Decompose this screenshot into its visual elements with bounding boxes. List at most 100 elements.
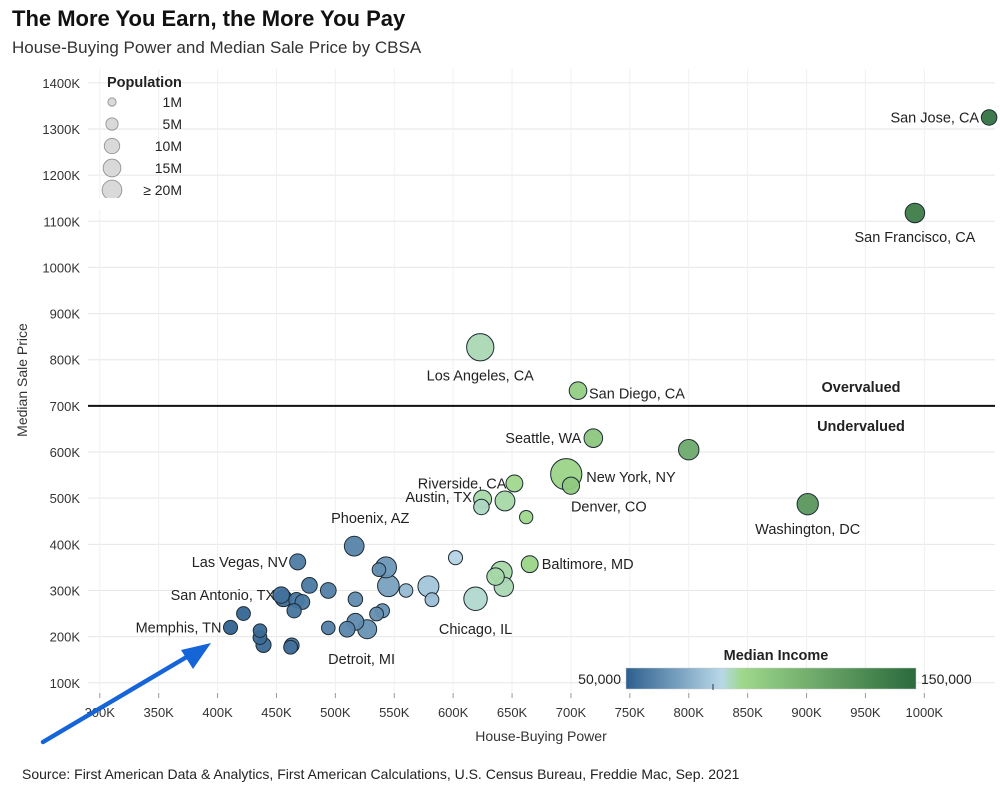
data-point [398, 583, 414, 598]
data-point [561, 476, 581, 495]
point-label: Detroit, MI [328, 652, 395, 668]
point-label: Las Vegas, NV [192, 555, 288, 571]
x-tick-label: 1000K [906, 705, 944, 720]
size-legend: Population 1M 5M 10M 15M ≥ 20M [90, 75, 182, 210]
data-point [424, 592, 440, 608]
size-legend-circle [101, 179, 123, 201]
size-legend-label: 15M [155, 160, 182, 176]
data-point [447, 550, 464, 566]
color-legend-min: 50,000 [578, 671, 621, 687]
point-label: Seattle, WA [505, 431, 581, 447]
data-point [252, 623, 268, 638]
data-point [678, 439, 700, 461]
y-tick-label: 200K [50, 630, 81, 645]
point-label: Baltimore, MD [542, 557, 634, 573]
color-legend: Median Income 50,000 150,000 [578, 648, 972, 690]
point-label: San Jose, CA [890, 110, 979, 126]
y-tick-label: 1300K [42, 122, 80, 137]
chart-title: The More You Earn, the More You Pay [12, 6, 406, 31]
point-label: Phoenix, AZ [331, 511, 409, 527]
x-tick-label: 800K [674, 705, 705, 720]
size-legend-label: 10M [155, 138, 182, 154]
data-point [519, 509, 534, 525]
data-point [321, 620, 336, 636]
arrow-head [181, 643, 211, 669]
point-label: Los Angeles, CA [427, 368, 535, 384]
y-tick-label: 300K [50, 583, 81, 598]
data-point [583, 428, 604, 448]
x-tick-label: 500K [320, 705, 351, 720]
data-point [319, 582, 337, 599]
point-label: Chicago, IL [439, 622, 512, 638]
x-tick-label: 900K [791, 705, 822, 720]
x-tick-label: 650K [497, 705, 528, 720]
y-tick-label: 100K [50, 676, 81, 691]
size-legend-circle [105, 117, 119, 131]
point-label: Washington, DC [755, 522, 860, 538]
point-labels: San Jose, CA San Francisco, CA Los Angeles… [136, 110, 980, 668]
y-tick-label: 600K [50, 445, 81, 460]
reference-line: Overvalued Undervalued [88, 380, 995, 435]
x-tick-label: 450K [261, 705, 292, 720]
overvalued-label: Overvalued [822, 380, 901, 396]
y-tick-label: 900K [50, 307, 81, 322]
y-tick-label: 1000K [42, 260, 80, 275]
size-legend-label: 1M [163, 94, 182, 110]
data-point [369, 606, 384, 622]
data-point [371, 562, 387, 577]
data-point [283, 639, 299, 655]
point-label: San Diego, CA [589, 387, 685, 403]
y-tick-label: 700K [50, 399, 81, 414]
x-tick-label: 400K [202, 705, 233, 720]
axes: 100K 200K 300K 400K 500K 600K 700K 800K 900K 1000… [14, 76, 943, 744]
data-point [338, 620, 356, 638]
x-tick-label: 300K [85, 705, 116, 720]
point-label: Denver, CO [571, 500, 647, 516]
y-tick-label: 400K [50, 537, 81, 552]
y-tick-label: 1100K [43, 214, 80, 229]
size-legend-circle [102, 158, 122, 178]
data-point [466, 333, 495, 362]
data-point [904, 202, 926, 224]
data-point [347, 591, 364, 607]
size-legend-mask [90, 198, 140, 210]
data-point [494, 490, 516, 512]
data-point [289, 553, 307, 571]
y-tick-label: 1200K [42, 168, 80, 183]
x-tick-label: 850K [732, 705, 763, 720]
data-point [520, 555, 539, 574]
y-tick-label: 500K [50, 491, 81, 506]
arrow-shaft [40, 652, 193, 745]
y-axis-title: Median Sale Price [14, 323, 30, 437]
y-tick-label: 800K [50, 353, 81, 368]
x-tick-label: 700K [556, 705, 587, 720]
x-tick-label: 600K [438, 705, 469, 720]
data-point [796, 493, 819, 516]
color-legend-title: Median Income [724, 648, 829, 664]
data-points [223, 109, 998, 655]
data-point [236, 606, 251, 621]
data-point [301, 577, 318, 594]
data-point [377, 574, 400, 598]
data-point [343, 535, 365, 557]
data-point [568, 381, 588, 400]
color-legend-max: 150,000 [921, 671, 972, 687]
x-tick-label: 350K [143, 705, 174, 720]
point-label: Riverside, CA [418, 476, 507, 492]
chart-subtitle: House-Buying Power and Median Sale Price… [12, 38, 422, 57]
x-tick-label: 550K [379, 705, 410, 720]
data-point [980, 109, 998, 126]
data-point [473, 498, 490, 516]
point-label: San Francisco, CA [854, 230, 975, 246]
x-axis-title: House-Buying Power [475, 728, 607, 744]
data-point [286, 603, 302, 619]
data-point [463, 586, 488, 612]
y-tick-label: 1400K [42, 76, 80, 91]
highlight-arrow [40, 643, 211, 745]
undervalued-label: Undervalued [817, 419, 905, 435]
point-label: New York, NY [586, 470, 676, 486]
size-legend-label: ≥ 20M [143, 182, 182, 198]
x-tick-label: 950K [850, 705, 881, 720]
source-note: Source: First American Data & Analytics,… [22, 766, 740, 782]
